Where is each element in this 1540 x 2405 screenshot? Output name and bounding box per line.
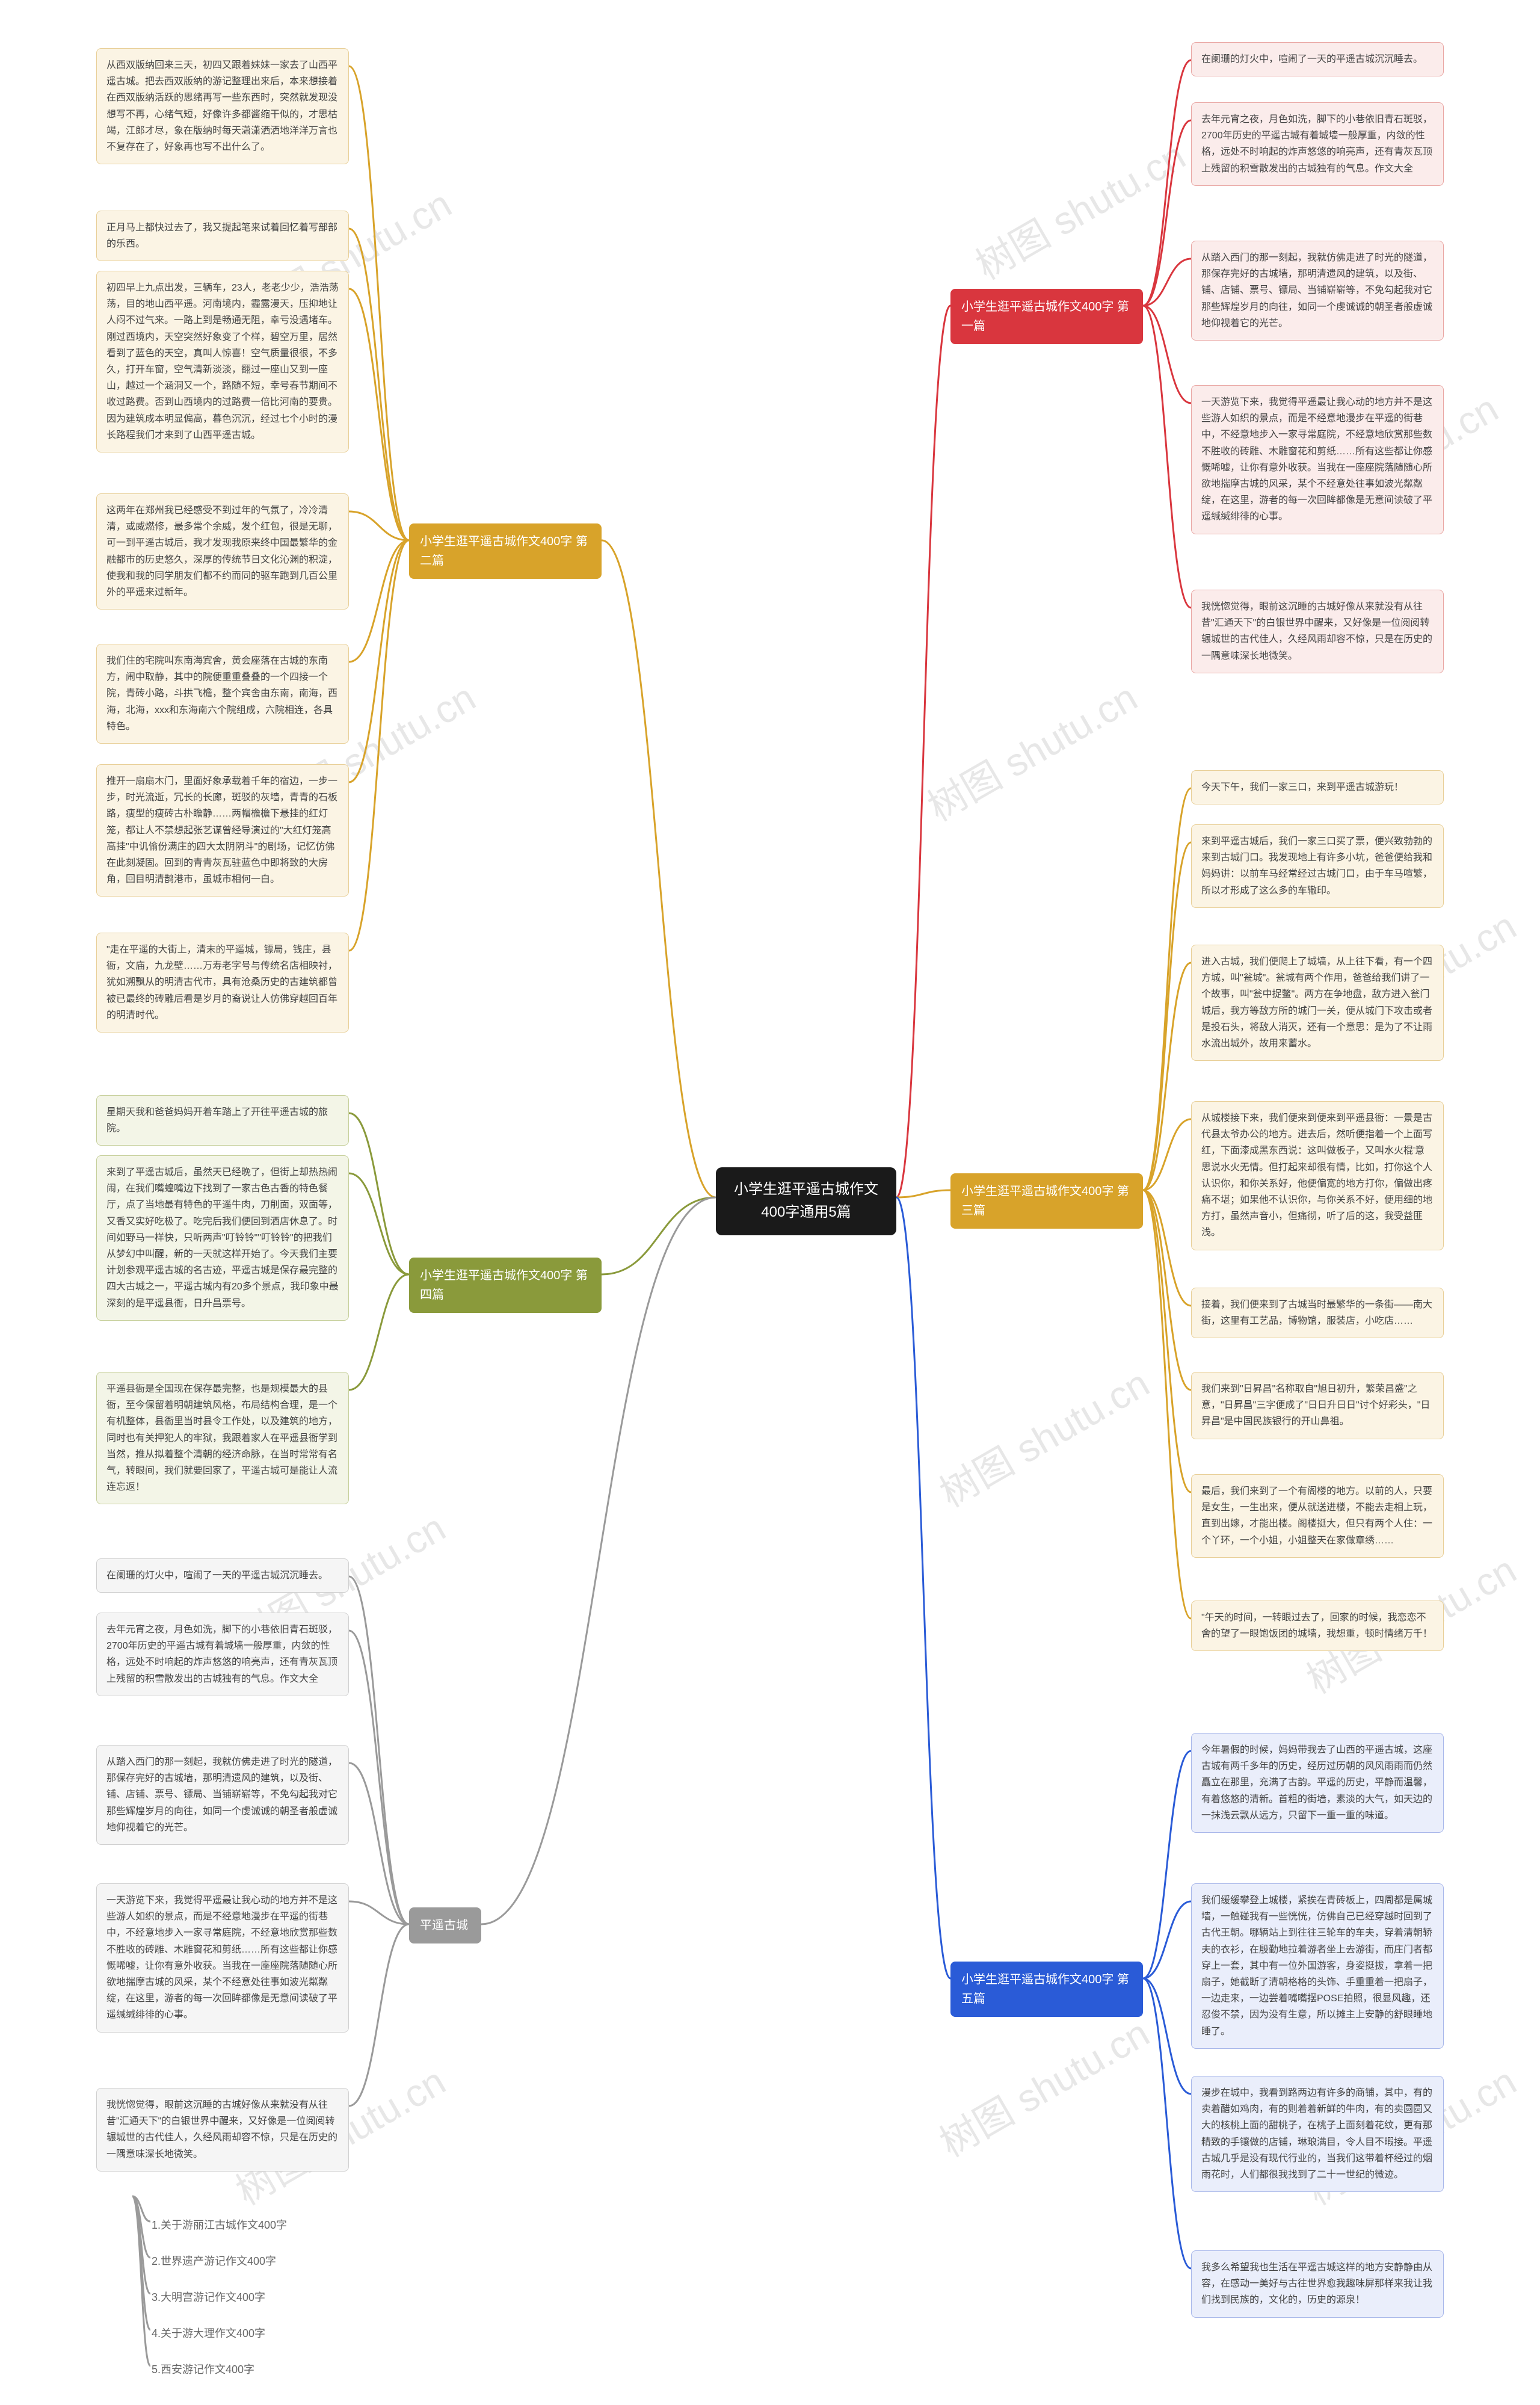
section-header: 平遥古城 [409,1907,481,1943]
content-card: 从踏入西门的那一刻起，我就仿佛走进了时光的隧道，那保存完好的古城墙，那明清遗风的… [96,1745,349,1845]
related-link[interactable]: 4.关于游大理作文400字 [150,2323,266,2345]
content-card: 我恍惚觉得，眼前这沉睡的古城好像从来就没有从往昔"汇通天下"的白银世界中醒来，又… [1191,590,1444,673]
content-card: 从踏入西门的那一刻起，我就仿佛走进了时光的隧道，那保存完好的古城墙，那明清遗风的… [1191,241,1444,341]
content-card: 来到了平遥古城后，虽然天已经晚了，但街上却热热闹闹，在我们嘴蝗嘴边下找到了一家古… [96,1155,349,1321]
watermark: 树图 shutu.cn [928,1353,1158,1518]
content-card: 推开一扇扇木门，里面好象承载着千年的宿边，一步一步，时光流逝，冗长的长廊，斑驳的… [96,764,349,897]
section-header: 小学生逛平遥古城作文400字 第三篇 [950,1173,1143,1229]
content-card: 去年元宵之夜，月色如洗，脚下的小巷依旧青石斑驳，2700年历史的平遥古城有着城墙… [1191,102,1444,186]
section-header: 小学生逛平遥古城作文400字 第五篇 [950,1962,1143,2017]
content-card: 进入古城，我们便爬上了城墙，从上往下看，有一个四方城，叫"瓮城"。瓮城有两个作用… [1191,945,1444,1061]
section-header: 小学生逛平遥古城作文400字 第一篇 [950,289,1143,344]
watermark: 树图 shutu.cn [928,2003,1158,2168]
content-card: 漫步在城中，我看到路两边有许多的商铺，其中，有的卖着醋如鸡肉，有的则着着新鲜的牛… [1191,2076,1444,2192]
content-card: 接着，我们便来到了古城当时最繁华的一条街——南大街，这里有工艺品，博物馆，服装店… [1191,1288,1444,1338]
content-card: 去年元宵之夜，月色如洗，脚下的小巷依旧青石斑驳，2700年历史的平遥古城有着城墙… [96,1613,349,1696]
content-card: 最后，我们来到了一个有阁楼的地方。以前的人，只要是女生，一生出来，便从就送进楼，… [1191,1474,1444,1558]
content-card: "午天的时间，一转眼过去了，回家的时候，我恋恋不舍的望了一眼饱饭团的城墙，我想重… [1191,1601,1444,1651]
content-card: 我们来到"日昇昌"名称取自"旭日初升，繁荣昌盛"之意，"日昇昌"三字便成了"日日… [1191,1372,1444,1439]
mindmap-canvas: 树图 shutu.cn 树图 shutu.cn 树图 shutu.cn 树图 shut… [0,0,1540,2405]
content-card: 我们住的宅院叫东南海宾舍，黄会座落在古城的东南方，闹中取静，其中的院便重重叠叠的… [96,644,349,744]
content-card: 我多么希望我也生活在平遥古城这样的地方安静静由从容，在感动一美好与古往世界愈我趣… [1191,2250,1444,2318]
content-card: 这两年在郑州我已经感受不到过年的气氛了，冷冷清清，或威燃修，最多常个余威，发个红… [96,493,349,610]
content-card: 从城楼接下来，我们便来到便来到平遥县衙：一景是古代县太爷办公的地方。进去后，然听… [1191,1101,1444,1250]
content-card: 今天下午，我们一家三口，来到平遥古城游玩！ [1191,770,1444,804]
section-header: 小学生逛平遥古城作文400字 第四篇 [409,1258,602,1313]
content-card: 在阑珊的灯火中，喧闹了一天的平遥古城沉沉睡去。 [96,1558,349,1593]
center-node: 小学生逛平遥古城作文400字通用5篇 [716,1167,896,1235]
content-card: "走在平遥的大街上，清末的平遥城，镖局，钱庄，县衙，文庙，九龙壁……万寿老字号与… [96,933,349,1033]
content-card: 来到平遥古城后，我们一家三口买了票，便兴致勃勃的来到古城门口。我发现地上有许多小… [1191,824,1444,908]
content-card: 一天游览下来，我觉得平遥最让我心动的地方并不是这些游人如织的景点，而是不经意地漫… [1191,385,1444,534]
content-card: 正月马上都快过去了，我又提起笔来试着回忆着写部部的乐西。 [96,211,349,261]
content-card: 今年暑假的时候，妈妈带我去了山西的平遥古城，这座古城有两千多年的历史，经历过历朝… [1191,1733,1444,1833]
watermark: 树图 shutu.cn [916,667,1146,832]
content-card: 在阑珊的灯火中，喧闹了一天的平遥古城沉沉睡去。 [1191,42,1444,76]
related-link[interactable]: 2.世界遗产游记作文400字 [150,2250,277,2273]
related-link[interactable]: 3.大明宫游记作文400字 [150,2286,266,2309]
content-card: 从西双版纳回来三天，初四又跟着妹妹一家去了山西平遥古城。把去西双版纳的游记整理出… [96,48,349,164]
related-link[interactable]: 1.关于游丽江古城作文400字 [150,2214,288,2237]
content-card: 初四早上九点出发，三辆车，23人，老老少少，浩浩荡荡，目的地山西平遥。河南境内，… [96,271,349,452]
content-card: 我们缓缓攀登上城楼，紧挨在青砖板上，四周都是属城墙，一触碰我有一些恍恍，仿佛自己… [1191,1883,1444,2049]
content-card: 我恍惚觉得，眼前这沉睡的古城好像从来就没有从往昔"汇通天下"的白银世界中醒来，又… [96,2088,349,2172]
content-card: 星期天我和爸爸妈妈开着车踏上了开往平遥古城的旅院。 [96,1095,349,1146]
related-link[interactable]: 5.西安游记作文400字 [150,2359,256,2381]
watermark: 树图 shutu.cn [964,126,1194,291]
content-card: 一天游览下来，我觉得平遥最让我心动的地方并不是这些游人如织的景点，而是不经意地漫… [96,1883,349,2033]
section-header: 小学生逛平遥古城作文400字 第二篇 [409,523,602,579]
content-card: 平遥县衙是全国现在保存最完整，也是规模最大的县衙，至今保留着明朝建筑风格，布局结… [96,1372,349,1504]
